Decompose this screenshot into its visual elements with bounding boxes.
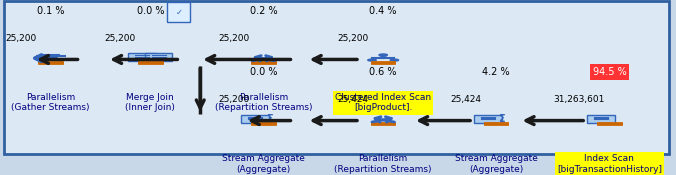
Text: Parallelism
(Repartition Streams): Parallelism (Repartition Streams) [335, 154, 432, 174]
FancyBboxPatch shape [128, 53, 155, 61]
Text: 31,263,601: 31,263,601 [554, 95, 605, 104]
Text: 0.4 %: 0.4 % [370, 6, 397, 16]
Text: Stream Aggregate
(Aggregate): Stream Aggregate (Aggregate) [455, 154, 537, 174]
Text: Σ: Σ [266, 114, 272, 124]
FancyBboxPatch shape [4, 1, 669, 154]
Text: 0.1 %: 0.1 % [37, 6, 64, 16]
Text: 0.0 %: 0.0 % [249, 67, 277, 77]
Circle shape [380, 57, 387, 58]
Circle shape [390, 59, 399, 61]
FancyBboxPatch shape [475, 115, 502, 123]
FancyBboxPatch shape [241, 115, 268, 123]
Text: ✓: ✓ [176, 8, 183, 17]
Text: 25,200: 25,200 [5, 34, 37, 43]
Text: Clustered Index Scan
[bigProduct].: Clustered Index Scan [bigProduct]. [335, 93, 431, 113]
Text: 25,200: 25,200 [218, 95, 249, 104]
Text: 94.5 %: 94.5 % [592, 67, 626, 77]
Circle shape [368, 59, 377, 61]
Circle shape [379, 54, 387, 56]
Text: 25,200: 25,200 [105, 34, 136, 43]
FancyBboxPatch shape [167, 2, 190, 22]
Text: Parallelism
(Gather Streams): Parallelism (Gather Streams) [11, 93, 90, 113]
Text: 0.6 %: 0.6 % [370, 67, 397, 77]
Text: 0.0 %: 0.0 % [137, 6, 164, 16]
FancyBboxPatch shape [587, 115, 614, 123]
Text: 25,424: 25,424 [451, 95, 482, 104]
Text: Parallelism
(Repartition Streams): Parallelism (Repartition Streams) [215, 93, 312, 113]
Text: 25,200: 25,200 [218, 34, 249, 43]
Text: 25,424: 25,424 [338, 95, 368, 104]
Text: 0.2 %: 0.2 % [249, 6, 277, 16]
Text: 25,200: 25,200 [337, 34, 369, 43]
Text: Merge Join
(Inner Join): Merge Join (Inner Join) [125, 93, 175, 113]
FancyBboxPatch shape [145, 53, 172, 61]
Text: Σ: Σ [499, 114, 505, 124]
Text: Index Scan
[bigTransactionHistory]: Index Scan [bigTransactionHistory] [557, 154, 662, 174]
Text: Stream Aggregate
(Aggregate): Stream Aggregate (Aggregate) [222, 154, 305, 174]
Text: 4.2 %: 4.2 % [483, 67, 510, 77]
